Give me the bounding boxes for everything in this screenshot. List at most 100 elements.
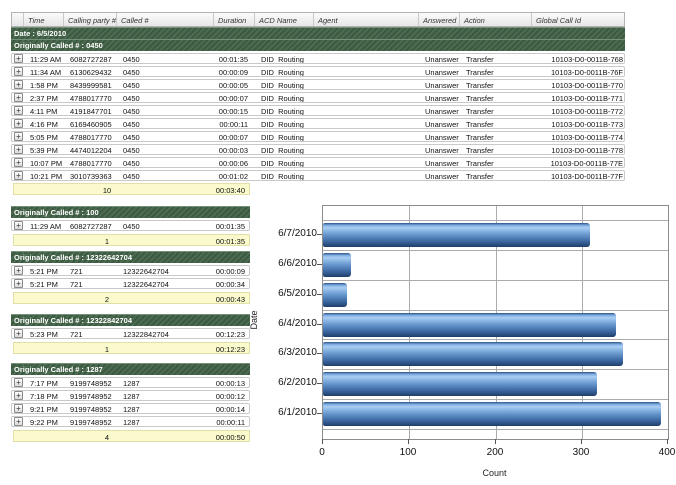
cell-called: 0450 <box>123 159 140 167</box>
cell-time: 5:21 PM <box>30 280 58 288</box>
cell-called: 0450 <box>123 146 140 154</box>
expand-row-button[interactable]: + <box>14 145 23 154</box>
expand-row-button[interactable]: + <box>14 80 23 89</box>
cell-duration: 00:00:14 <box>215 405 245 413</box>
group-header: Originally Called # : 100 <box>11 206 250 218</box>
cell-duration: 00:00:09 <box>215 267 245 275</box>
call-group-section: Originally Called # : 1287 +7:17 PM 919974… <box>11 363 250 442</box>
expand-row-button[interactable]: + <box>14 391 23 400</box>
expand-row-button[interactable]: + <box>14 329 23 338</box>
table-row: +10:07 PM 4788017770 0450 00:00:06 DID_Routi… <box>11 157 625 168</box>
expand-row-button[interactable]: + <box>14 171 23 180</box>
cell-time: 9:21 PM <box>30 405 58 413</box>
group-summary-row: 1 00:12:23 <box>13 342 250 354</box>
cell-answered: Unanswered <box>425 172 459 180</box>
cell-calling_party: 9199748952 <box>70 379 112 387</box>
table-row: +5:39 PM 4474012204 0450 00:00:03 DID_Routin… <box>11 144 625 155</box>
summary-count: 2 <box>104 295 110 304</box>
cell-time: 9:22 PM <box>30 418 58 426</box>
expand-row-button[interactable]: + <box>14 404 23 413</box>
table-row: +5:21 PM 721 12322642704 00:00:34 <box>11 278 250 289</box>
expand-row-button[interactable]: + <box>14 106 23 115</box>
table-row: +7:17 PM 9199748952 1287 00:00:13 <box>11 377 250 388</box>
expand-row-button[interactable]: + <box>14 54 23 63</box>
cell-answered: Unanswered <box>425 120 459 128</box>
group-summary-row: 4 00:00:50 <box>13 430 250 442</box>
bar-chart: Count Date 6/7/2010 6/6/2010 6/5/2010 6/4/2… <box>249 198 676 485</box>
expand-row-button[interactable]: + <box>14 266 23 275</box>
cell-acd_name: DID_Routing <box>261 68 304 76</box>
cell-action: Transfer <box>466 120 494 128</box>
cell-called: 12322642704 <box>123 280 169 288</box>
cell-duration: 00:00:34 <box>215 280 245 288</box>
expand-cell: + <box>12 221 23 230</box>
table-row: +11:29 AM 6082727287 0450 00:01:35 DID_Routi… <box>11 53 625 64</box>
expand-cell: + <box>12 404 23 413</box>
summary-count: 1 <box>104 345 110 354</box>
call-group-section: Originally Called # : 100 +11:29 AM 608272… <box>11 206 250 246</box>
cell-action: Transfer <box>466 107 494 115</box>
cell-time: 4:16 PM <box>30 120 58 128</box>
expand-row-button[interactable]: + <box>14 132 23 141</box>
expand-cell: + <box>12 54 23 63</box>
column-header-agent: Agent <box>313 13 418 26</box>
cell-calling_party: 9199748952 <box>70 405 112 413</box>
summary-total-duration: 00:12:23 <box>215 345 245 354</box>
expand-cell: + <box>12 106 23 115</box>
y-tick-mark <box>317 383 322 384</box>
cell-calling_party: 9199748952 <box>70 418 112 426</box>
cell-answered: Unanswered <box>425 159 459 167</box>
expand-row-button[interactable]: + <box>14 279 23 288</box>
cell-called: 1287 <box>123 379 140 387</box>
table-header-row: Time Calling party # Called # Duration ACD N… <box>11 12 625 27</box>
cell-acd_name: DID_Routing <box>261 94 304 102</box>
cell-time: 7:17 PM <box>30 379 58 387</box>
y-tick-label: 6/3/2010 <box>278 347 317 358</box>
cell-duration: 00:00:03 <box>218 146 248 154</box>
expand-row-button[interactable]: + <box>14 221 23 230</box>
table-row: +11:29 AM 6082727287 0450 00:01:35 <box>11 220 250 231</box>
cell-duration: 00:00:07 <box>218 133 248 141</box>
table-row: +5:21 PM 721 12322642704 00:00:09 <box>11 265 250 276</box>
expand-cell: + <box>12 329 23 338</box>
table-row: +10:21 PM 3010739363 0450 00:01:02 DID_Routi… <box>11 170 625 181</box>
chart-bar <box>323 342 623 366</box>
cell-acd_name: DID_Routing <box>261 133 304 141</box>
chart-bar <box>323 283 347 307</box>
x-tick-mark <box>495 439 496 444</box>
group-header: Originally Called # : 0450 <box>11 39 625 51</box>
column-header-time: Time <box>23 13 63 26</box>
cell-answered: Unanswered <box>425 94 459 102</box>
expand-cell: + <box>12 145 23 154</box>
cell-agent <box>313 93 418 102</box>
date-group-header: Date : 6/5/2010 <box>11 27 625 39</box>
column-header-acd_name: ACD Name <box>254 13 313 26</box>
expand-row-button[interactable]: + <box>14 158 23 167</box>
cell-calling_party: 3010739363 <box>70 172 112 180</box>
x-tick-label: 200 <box>486 447 504 458</box>
cell-time: 4:11 PM <box>30 107 58 115</box>
summary-total-duration: 00:01:35 <box>215 237 245 246</box>
cell-called: 1287 <box>123 392 140 400</box>
expand-row-button[interactable]: + <box>14 119 23 128</box>
group-header: Originally Called # : 1287 <box>11 363 250 375</box>
y-tick-mark <box>317 264 322 265</box>
expand-cell: + <box>12 378 23 387</box>
expand-cell: + <box>12 158 23 167</box>
expand-cell: + <box>12 119 23 128</box>
gridline-horizontal <box>323 429 668 430</box>
x-tick-mark <box>667 439 668 444</box>
table-row: +9:22 PM 9199748952 1287 00:00:11 <box>11 416 250 427</box>
expand-row-button[interactable]: + <box>14 93 23 102</box>
gridline-horizontal <box>323 339 668 340</box>
expand-row-button[interactable]: + <box>14 378 23 387</box>
y-tick-mark <box>317 413 322 414</box>
expand-row-button[interactable]: + <box>14 417 23 426</box>
cell-agent <box>313 80 418 89</box>
cell-called: 0450 <box>123 94 140 102</box>
cell-acd_name: DID_Routing <box>261 172 304 180</box>
expand-row-button[interactable]: + <box>14 67 23 76</box>
table-row: +9:21 PM 9199748952 1287 00:00:14 <box>11 403 250 414</box>
cell-answered: Unanswered <box>425 55 459 63</box>
cell-global_call_id: 10103-D0-0011B-770 <box>551 81 623 89</box>
